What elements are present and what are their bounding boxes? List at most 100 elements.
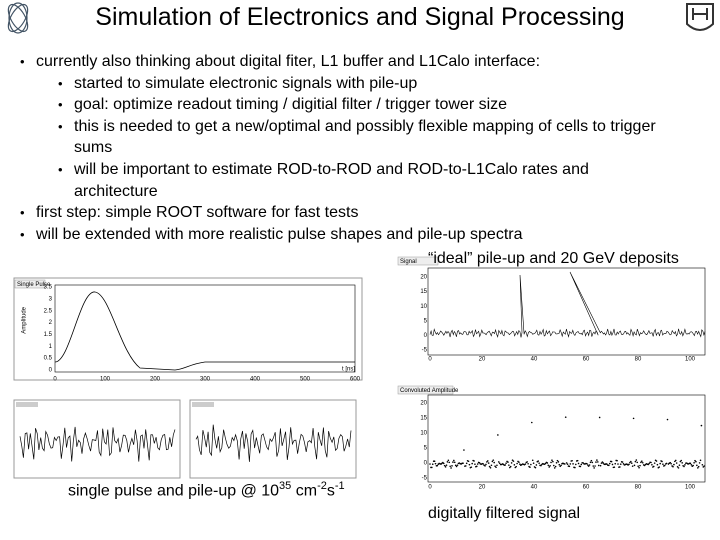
dot [535, 464, 538, 466]
dot [631, 465, 634, 467]
dot [486, 460, 489, 462]
dot [611, 463, 614, 466]
y-tick-label: 0.5 [44, 356, 53, 362]
y-tick-label: 5 [424, 318, 428, 324]
dot [453, 461, 456, 464]
x-tick-label: 80 [635, 357, 642, 363]
x-tick-label: 200 [150, 377, 161, 383]
dot [497, 434, 499, 436]
dot [571, 459, 573, 462]
dot [565, 462, 568, 464]
dot [485, 463, 487, 466]
y-tick-label: 20 [420, 401, 427, 407]
plot-title-box [397, 256, 439, 266]
plot-title-box [14, 279, 46, 289]
dot [462, 462, 464, 464]
y-tick-label: 2 [49, 320, 53, 326]
dot [518, 461, 520, 463]
dot [566, 463, 569, 465]
dot [580, 463, 583, 466]
dot [490, 464, 493, 467]
dot [636, 461, 639, 464]
x-tick-label: 100 [685, 485, 696, 491]
dot [638, 466, 640, 469]
dot [693, 461, 695, 464]
dot [569, 463, 572, 465]
plot-title: Signal [400, 259, 417, 265]
dot [650, 461, 652, 464]
y-tick-label: 15 [420, 289, 427, 295]
dot [658, 466, 661, 468]
y-tick-label: 2.5 [44, 308, 53, 314]
caption-part: 35 [279, 480, 292, 492]
dot [448, 461, 451, 464]
dot [553, 467, 556, 469]
dot [592, 465, 595, 467]
x-tick-label: 60 [583, 357, 590, 363]
dot [454, 464, 457, 467]
dot [669, 461, 672, 464]
dot [576, 459, 579, 462]
dot [493, 461, 495, 464]
y-tick-label: -5 [422, 476, 428, 482]
y-tick-label: 10 [420, 304, 427, 310]
dot [577, 462, 580, 465]
dot [468, 463, 471, 466]
dot [692, 464, 694, 467]
y-tick-label: 0 [424, 461, 428, 467]
dot [551, 459, 553, 462]
dot [560, 464, 562, 467]
dot [513, 464, 516, 466]
caption-part: single pulse and pile-up @ 10 [68, 482, 280, 500]
dot [651, 464, 653, 466]
dot [670, 462, 672, 465]
dot [579, 465, 582, 468]
dot [431, 466, 433, 469]
dot [594, 465, 596, 467]
dot [701, 463, 704, 466]
dot [596, 459, 598, 461]
dot [663, 464, 666, 467]
dot [639, 464, 641, 467]
dot [552, 464, 555, 467]
dot [512, 460, 515, 462]
caption: digitally filtered signal [428, 505, 581, 522]
dot [680, 459, 683, 462]
dot [445, 464, 448, 466]
dot [597, 461, 599, 463]
bullet: will be important to estimate ROD-to-ROD… [18, 159, 658, 202]
dot [637, 465, 639, 468]
dot [442, 462, 445, 465]
dot [444, 466, 447, 468]
dot [676, 466, 679, 468]
dot [586, 464, 589, 466]
dot [595, 461, 597, 463]
x-tick-label: 100 [685, 357, 696, 363]
dot [590, 459, 593, 462]
dot [505, 462, 507, 464]
y-tick-label: 20 [420, 275, 427, 281]
dot [661, 460, 663, 463]
dot [678, 464, 681, 466]
dot [447, 459, 450, 462]
dot [703, 465, 705, 467]
dot [470, 466, 473, 468]
dot [476, 463, 479, 465]
dot [563, 463, 566, 465]
dot [463, 449, 465, 451]
dot [696, 467, 699, 469]
dot [557, 461, 560, 463]
dot [547, 464, 550, 467]
bullet: goal: optimize readout timing / digitial… [18, 94, 658, 116]
plot-title: Convoluted Amplitude [400, 388, 459, 394]
x-tick-label: 600 [350, 377, 361, 383]
dot [589, 461, 592, 464]
bullet: will be extended with more realistic pul… [18, 224, 718, 246]
dot [496, 464, 498, 467]
dot [690, 463, 693, 466]
dot [652, 465, 655, 468]
x-tick-label: 300 [200, 377, 211, 383]
